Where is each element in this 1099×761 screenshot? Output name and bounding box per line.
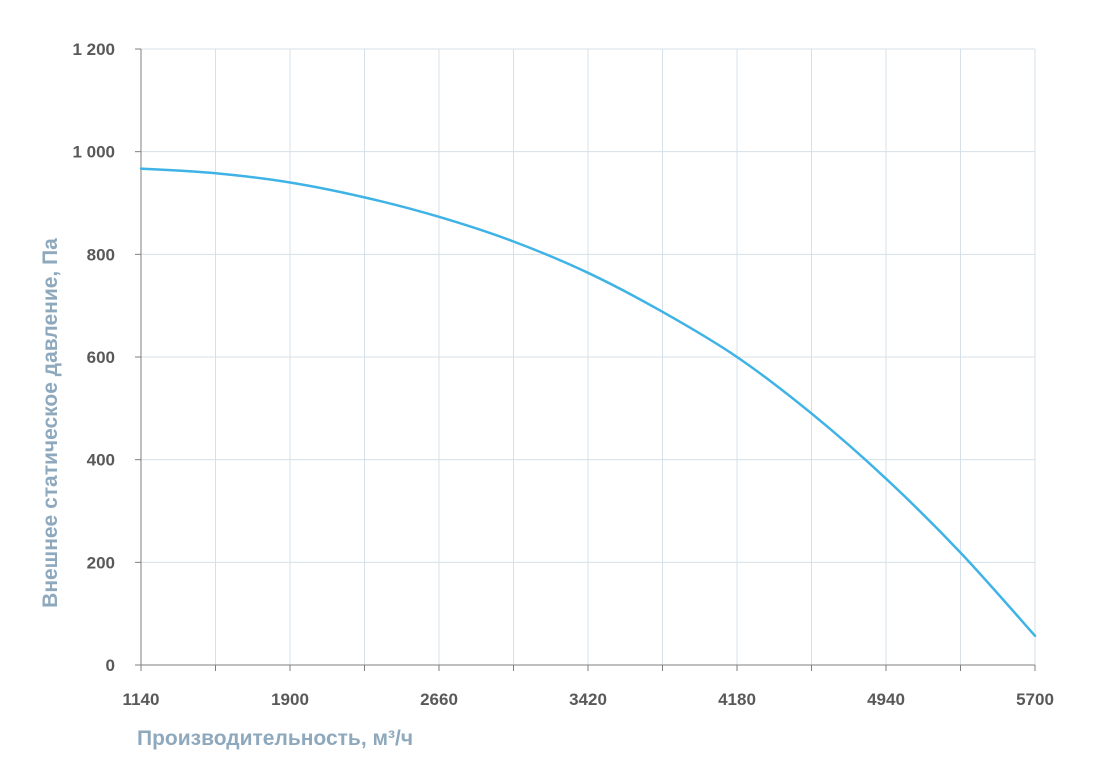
axes [135,48,1036,671]
x-axis-title: Производительность, м³/ч [137,727,413,750]
y-tick-label: 400 [87,451,115,470]
series-line [139,167,1037,637]
y-tick-label: 0 [106,656,115,675]
x-tick-label: 5700 [1016,690,1054,709]
y-tick-label: 800 [87,245,115,264]
y-tick-label: 1 200 [72,40,115,59]
series-layer [139,167,1037,637]
x-tick-label: 3420 [569,690,607,709]
y-tick-label: 600 [87,348,115,367]
x-tick-label: 4180 [718,690,756,709]
tick-labels: 0 200 400 600 800 1 000 1 200 1140 1900 2660 3420 4… [72,40,1053,709]
x-tick-label: 4940 [867,690,905,709]
gridlines [141,48,1036,665]
y-axis-title: Внешнее статическое давление, Па [39,238,62,608]
x-tick-label: 2660 [420,690,458,709]
y-tick-label: 200 [87,553,115,572]
y-tick-label: 1 000 [72,143,115,162]
x-tick-label: 1140 [123,690,160,709]
x-tick-label: 1900 [271,690,309,709]
